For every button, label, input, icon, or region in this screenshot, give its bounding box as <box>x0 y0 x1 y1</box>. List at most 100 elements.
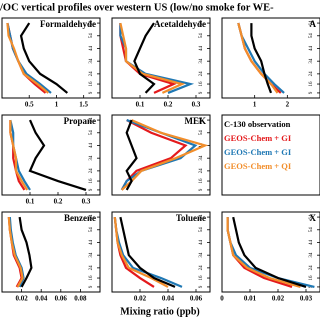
profile-line <box>237 22 285 94</box>
x-tick-label: 1 <box>253 101 257 109</box>
y-tick-label: 16 <box>309 275 314 281</box>
y-tick-label: 54 <box>309 33 314 39</box>
y-tick-label: 44 <box>199 45 204 51</box>
y-tick-label: 34 <box>199 155 204 161</box>
y-tick-label: 34 <box>89 155 94 161</box>
y-tick-label: 44 <box>89 239 94 245</box>
y-tick-label: 16 <box>89 178 94 184</box>
y-tick-label: 64 <box>309 214 314 220</box>
profile-line <box>133 22 156 94</box>
panel-frame <box>221 17 320 99</box>
legend-entry: GEOS-Chem + QI <box>224 161 292 171</box>
profile-line <box>19 22 69 94</box>
panel-frame <box>111 114 211 196</box>
y-tick-label: 64 <box>89 214 94 220</box>
x-tick-label: 1.5 <box>79 101 88 109</box>
x-tick-label: 0.06 <box>190 295 203 303</box>
profile-line <box>119 22 186 94</box>
y-tick-label: 64 <box>89 117 94 123</box>
y-tick-label: 44 <box>309 239 314 245</box>
profile-line <box>226 217 293 288</box>
profile-line <box>18 216 33 288</box>
legend-entry: GEOS-Chem + GI <box>224 147 292 157</box>
legend-frame <box>221 114 320 196</box>
panel-frame <box>1 114 101 196</box>
x-tick-label: 0.04 <box>35 295 48 303</box>
y-tick-label: 34 <box>199 58 204 64</box>
panel-frame <box>1 17 101 99</box>
y-tick-label: 64 <box>199 214 204 220</box>
y-tick-label: 9 <box>89 91 94 94</box>
profile-line <box>6 22 52 94</box>
y-tick-label: 16 <box>89 275 94 281</box>
y-tick-label: 24 <box>309 71 314 77</box>
profile-line <box>226 217 301 288</box>
profile-line <box>6 22 47 94</box>
y-tick-label: 16 <box>199 81 204 87</box>
x-tick-label: 0.2 <box>54 198 63 206</box>
panel-frame <box>221 211 320 293</box>
x-tick-label: 0.04 <box>162 295 175 303</box>
y-tick-label: 34 <box>199 252 204 258</box>
panel-title: Toluene <box>176 213 206 223</box>
y-tick-label: 54 <box>89 130 94 136</box>
y-tick-label: 34 <box>309 58 314 64</box>
x-tick-label: 0.1 <box>26 198 35 206</box>
x-tick-label: 0.3 <box>82 198 91 206</box>
y-tick-label: 24 <box>89 71 94 77</box>
y-tick-label: 24 <box>309 265 314 271</box>
y-tick-label: 9 <box>199 188 204 191</box>
y-tick-label: 34 <box>89 252 94 258</box>
x-tick-label: 0.08 <box>74 295 87 303</box>
panel-title: Acetaldehyde <box>154 19 206 29</box>
x-tick-label: 0.01 <box>244 295 257 303</box>
profile-line <box>237 22 279 94</box>
x-tick-label: 0.3 <box>192 101 201 109</box>
panel-frame <box>111 17 211 99</box>
x-tick-label: 0.03 <box>300 295 313 303</box>
panel-title: Benzene <box>64 213 96 223</box>
x-tick-label: 0.5 <box>25 101 34 109</box>
y-tick-label: 24 <box>199 168 204 174</box>
x-axis-label: Mixing ratio (ppb) <box>120 306 199 317</box>
y-tick-label: 44 <box>89 142 94 148</box>
y-tick-label: 24 <box>199 71 204 77</box>
y-tick-label: 9 <box>199 91 204 94</box>
profile-line <box>6 22 49 94</box>
x-tick-label: 0.02 <box>15 295 28 303</box>
x-tick-label: 0.1 <box>136 101 145 109</box>
y-tick-label: 64 <box>309 20 314 26</box>
profile-line <box>232 216 307 288</box>
y-tick-label: 54 <box>199 227 204 233</box>
y-tick-label: 24 <box>199 265 204 271</box>
profile-line <box>125 119 138 191</box>
panel-title: MEK <box>185 116 207 126</box>
y-tick-label: 44 <box>89 45 94 51</box>
y-tick-label: 54 <box>89 227 94 233</box>
y-tick-label: 9 <box>199 285 204 288</box>
y-tick-label: 64 <box>199 20 204 26</box>
chart-title: /OC vertical profiles over western US (l… <box>0 2 274 13</box>
y-tick-label: 9 <box>89 188 94 191</box>
y-tick-label: 16 <box>199 178 204 184</box>
y-tick-label: 16 <box>199 275 204 281</box>
y-tick-label: 9 <box>309 91 314 94</box>
profile-line <box>226 217 315 288</box>
x-tick-label: 0 <box>220 295 224 303</box>
y-tick-label: 34 <box>309 252 314 258</box>
legend-entry: C-130 observation <box>224 119 291 129</box>
y-tick-label: 44 <box>199 239 204 245</box>
y-tick-label: 64 <box>89 20 94 26</box>
y-tick-label: 24 <box>89 265 94 271</box>
profile-line <box>119 216 176 288</box>
y-tick-label: 54 <box>199 33 204 39</box>
y-tick-label: 9 <box>89 285 94 288</box>
profile-line <box>250 23 273 94</box>
y-tick-label: 16 <box>89 81 94 87</box>
x-tick-label: 0.06 <box>55 295 68 303</box>
panel-title: Formaldehyde <box>40 19 96 29</box>
y-tick-label: 24 <box>89 168 94 174</box>
y-tick-label: 64 <box>199 117 204 123</box>
y-tick-label: 44 <box>309 45 314 51</box>
